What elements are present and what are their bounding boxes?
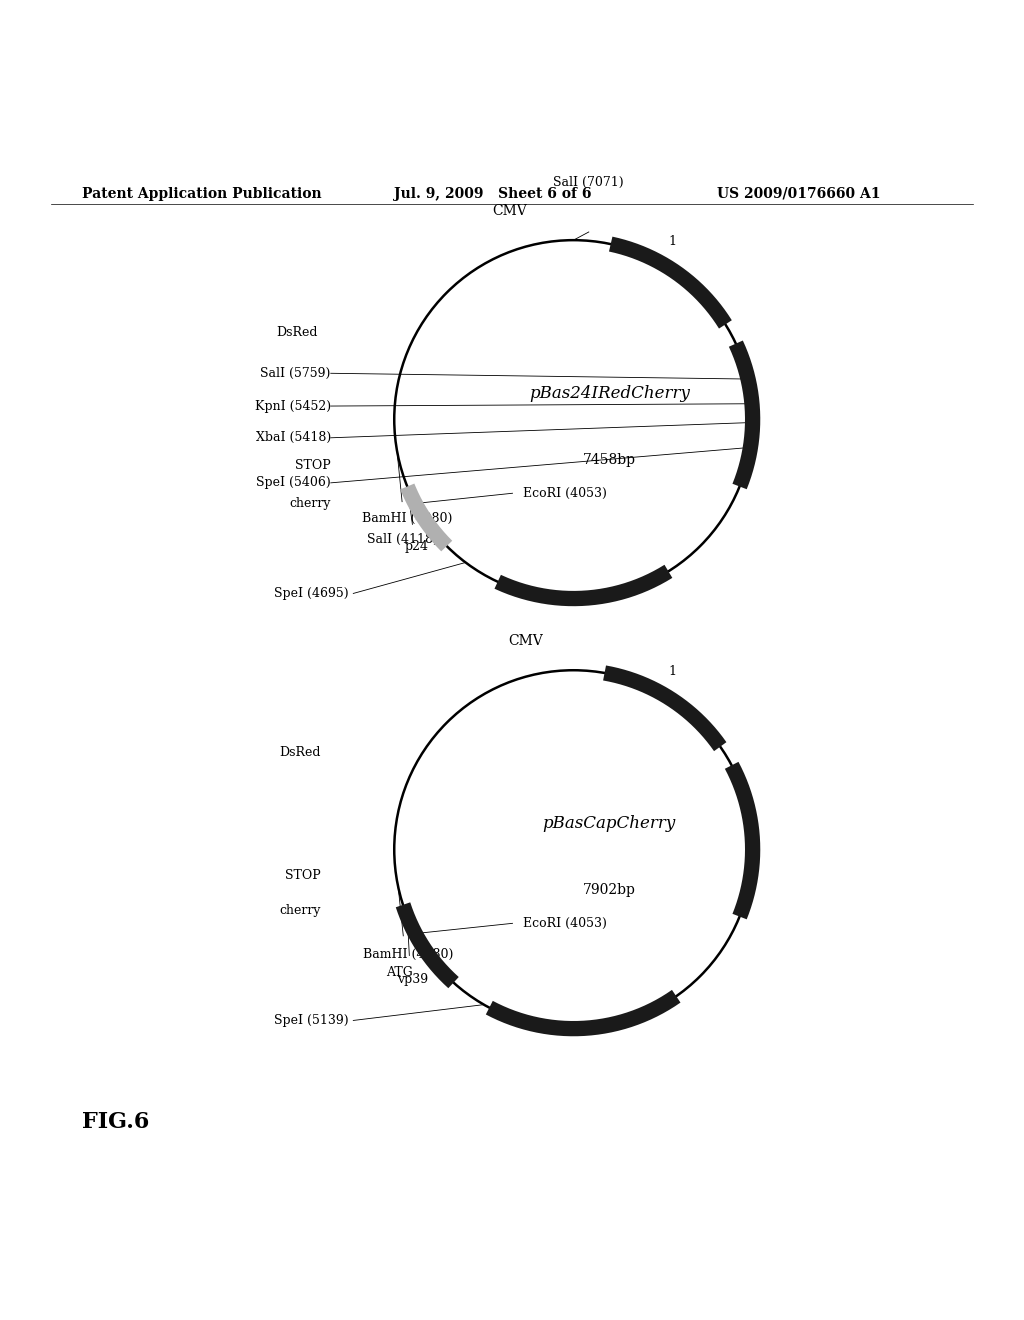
Text: 1: 1 [668, 235, 676, 248]
Text: pBasCapCherry: pBasCapCherry [543, 816, 676, 833]
Text: Patent Application Publication: Patent Application Publication [82, 187, 322, 201]
Text: p24: p24 [404, 540, 428, 553]
Text: US 2009/0176660 A1: US 2009/0176660 A1 [717, 187, 881, 201]
Text: KpnI (5452): KpnI (5452) [255, 400, 331, 413]
Text: DsRed: DsRed [279, 746, 321, 759]
Text: FIG.6: FIG.6 [82, 1111, 150, 1133]
Text: BamHI (4080): BamHI (4080) [362, 512, 453, 525]
Text: SpeI (5139): SpeI (5139) [273, 1014, 348, 1027]
Text: Jul. 9, 2009   Sheet 6 of 6: Jul. 9, 2009 Sheet 6 of 6 [394, 187, 592, 201]
Text: SalI (4118): SalI (4118) [367, 532, 437, 545]
Text: DsRed: DsRed [275, 326, 317, 339]
Text: 7902bp: 7902bp [583, 883, 636, 898]
Text: vp39: vp39 [397, 973, 428, 986]
Text: EcoRI (4053): EcoRI (4053) [522, 917, 606, 929]
Text: CMV: CMV [508, 634, 543, 648]
Text: CMV: CMV [493, 203, 527, 218]
Text: 1: 1 [668, 665, 676, 678]
Text: cherry: cherry [279, 904, 321, 917]
Text: SalI (7071): SalI (7071) [554, 176, 624, 189]
Text: 7458bp: 7458bp [583, 453, 636, 467]
Text: pBas24IRedCherry: pBas24IRedCherry [528, 385, 690, 403]
Text: SpeI (4695): SpeI (4695) [273, 587, 348, 599]
Text: STOP: STOP [285, 869, 321, 882]
Text: SalI (5759): SalI (5759) [260, 367, 331, 380]
Text: cherry: cherry [289, 496, 331, 510]
Text: STOP: STOP [295, 459, 331, 473]
Text: EcoRI (4053): EcoRI (4053) [522, 487, 606, 500]
Text: ATG: ATG [386, 966, 413, 978]
Text: XbaI (5418): XbaI (5418) [256, 432, 331, 445]
Text: SpeI (5406): SpeI (5406) [256, 477, 331, 490]
Text: BamHI (4080): BamHI (4080) [364, 948, 454, 961]
